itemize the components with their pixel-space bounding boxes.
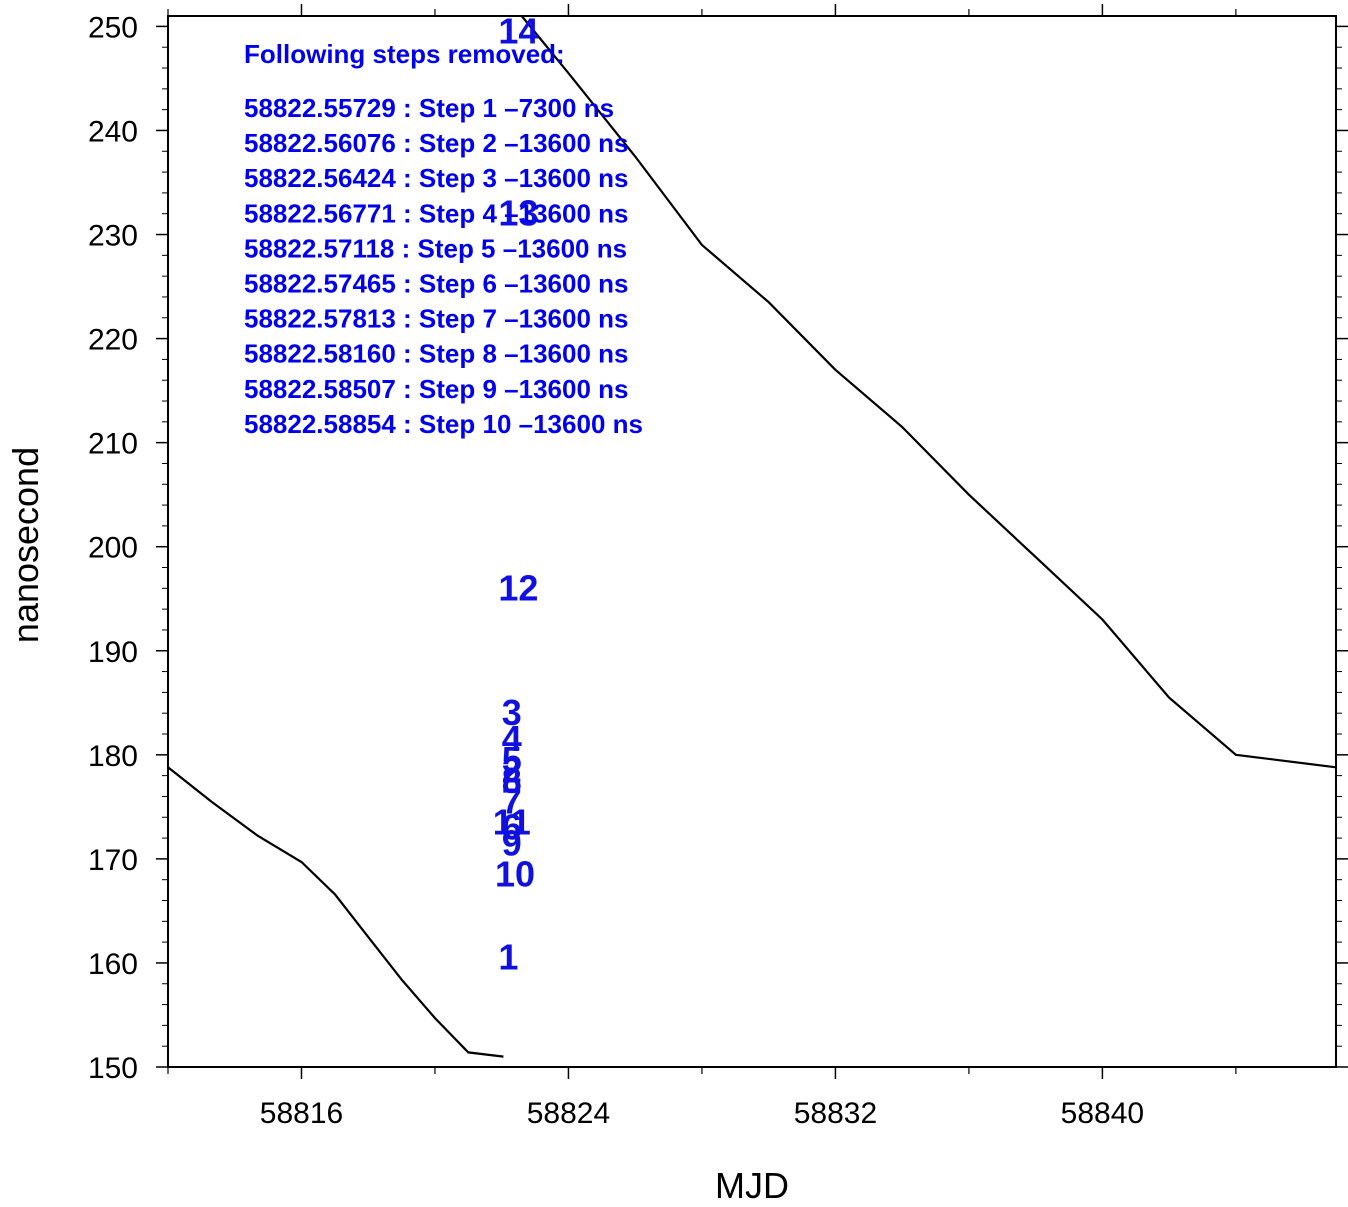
step-label: 11: [493, 801, 531, 842]
step-label: 5: [502, 739, 522, 780]
x-tick-label: 58832: [794, 1097, 877, 1130]
annotation-line: 58822.58507 : Step 9 –13600 ns: [244, 374, 629, 404]
annotation-line: 58822.56076 : Step 2 –13600 ns: [244, 128, 629, 158]
y-tick-label: 210: [88, 428, 138, 461]
annotation-box: Following steps removed: 58822.55729 : S…: [244, 39, 643, 439]
step-label: 14: [498, 11, 538, 52]
x-tick-label: 58840: [1061, 1097, 1144, 1130]
x-axis-title: MJD: [715, 1165, 789, 1206]
y-tick-label: 180: [88, 740, 138, 773]
series-line-1: [167, 766, 504, 1058]
step-label: 10: [495, 853, 535, 894]
y-tick-label: 200: [88, 532, 138, 565]
step-label: 13: [498, 193, 538, 234]
annotation-line: 58822.58160 : Step 8 –13600 ns: [244, 339, 629, 369]
step-label: 2: [502, 749, 522, 790]
step-label: 9: [502, 822, 522, 863]
annotation-line: 58822.56771 : Step 4 –13600 ns: [244, 198, 629, 228]
annotation-line: 58822.57813 : Step 7 –13600 ns: [244, 304, 629, 334]
series-layer: [167, 15, 1337, 1058]
step-label: 4: [502, 718, 522, 759]
plot-frame: [167, 15, 1337, 1068]
y-tick-label: 220: [88, 324, 138, 357]
step-label: 3: [502, 692, 522, 733]
step-label: 6: [502, 807, 522, 848]
step-label: 1: [498, 937, 518, 978]
annotation-line: 58822.57465 : Step 6 –13600 ns: [244, 269, 629, 299]
y-axis-title: nanosecond: [5, 447, 46, 643]
annotation-line: 58822.55729 : Step 1 –7300 ns: [244, 93, 614, 123]
annotation-title: Following steps removed:: [244, 39, 565, 69]
axis-ticks: 58816 58824 58832 5884015016017018019020021…: [88, 4, 1348, 1130]
series-line-2: [520, 15, 1337, 769]
annotation-line: 58822.58854 : Step 10 –13600 ns: [244, 409, 643, 439]
step-label: 12: [498, 567, 538, 608]
y-tick-label: 250: [88, 11, 138, 44]
y-tick-label: 150: [88, 1052, 138, 1085]
step-label: 7: [502, 781, 522, 822]
x-tick-label: 58824: [527, 1097, 610, 1130]
annotation-line: 58822.56424 : Step 3 –13600 ns: [244, 163, 629, 193]
annotation-line: 58822.57118 : Step 5 –13600 ns: [244, 233, 627, 263]
y-tick-label: 230: [88, 220, 138, 253]
step-label: 8: [502, 760, 522, 801]
y-tick-label: 240: [88, 115, 138, 148]
y-tick-label: 170: [88, 844, 138, 877]
y-tick-label: 160: [88, 948, 138, 981]
x-tick-label: 58816: [260, 1097, 343, 1130]
y-tick-label: 190: [88, 636, 138, 669]
